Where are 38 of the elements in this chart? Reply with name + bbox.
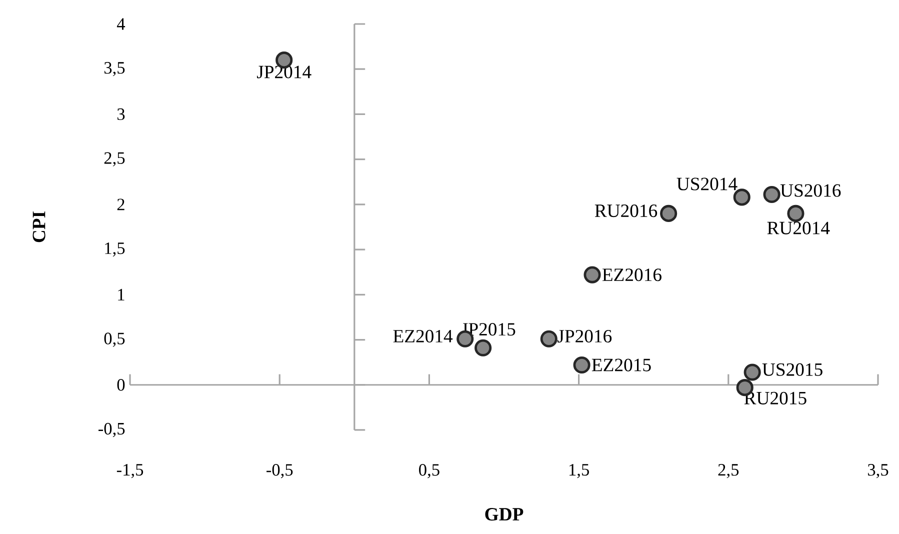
point [573, 356, 590, 374]
x-axis-title: GDP [485, 508, 524, 521]
annotation: EZ2016 [602, 268, 662, 282]
point [540, 330, 558, 348]
annotation: US2016 [780, 184, 841, 197]
point [787, 204, 804, 222]
point [660, 204, 678, 222]
x-tick-label: 2,5 [718, 464, 739, 478]
x-tick-label: -1,5 [116, 464, 144, 478]
point [474, 339, 492, 356]
annotation: RU2016 [594, 204, 658, 218]
annotation: JP2014 [257, 66, 312, 78]
point [584, 266, 601, 284]
annotation: RU2014 [767, 222, 830, 234]
y-tick-label: -0,5 [98, 422, 125, 438]
annotation: RU2015 [744, 392, 806, 404]
y-tick-label: 3,5 [104, 62, 125, 76]
point [744, 364, 761, 381]
annotation: EZ2015 [592, 358, 651, 372]
annotation: US2015 [762, 363, 822, 376]
annotation: EZ2014 [393, 330, 453, 342]
point [733, 188, 750, 206]
y-tick-label: 2,5 [104, 152, 125, 166]
x-tick-label: 0,5 [419, 464, 440, 478]
x-tick-label: -0,5 [266, 464, 293, 478]
y-tick-label: 2 [117, 198, 124, 210]
y-tick-label: 0,5 [104, 332, 125, 347]
y-tick-label: 1 [118, 288, 124, 300]
y-tick-label: 1,5 [105, 242, 125, 257]
y-axis-title: CPI [32, 212, 46, 242]
annotation: US2014 [676, 178, 738, 190]
y-tick-label: 4 [116, 18, 126, 30]
y-tick-label: 3 [117, 108, 125, 120]
point [763, 186, 780, 204]
x-tick-label: 3,5 [868, 464, 888, 478]
x-tick-label: 1,5 [569, 464, 589, 478]
y-tick-label: 0 [117, 379, 125, 391]
annotation: JP2016 [558, 330, 612, 342]
